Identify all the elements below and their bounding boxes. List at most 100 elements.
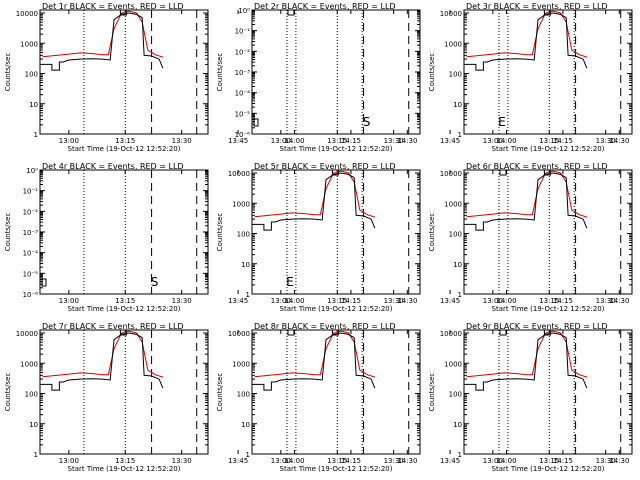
y-axis-label: Counts/sec bbox=[216, 213, 224, 252]
x-tick-label: 13:00 bbox=[59, 297, 79, 305]
y-tick-label: 10 bbox=[29, 101, 38, 109]
chart-title: Det 5r BLACK = Events, RED = LLD bbox=[254, 162, 396, 171]
x-tick-label: 13:30 bbox=[172, 457, 192, 465]
y-tick-label: 1000 bbox=[444, 360, 462, 368]
peak-marker bbox=[543, 169, 551, 176]
x-tick-label: 13:45 bbox=[228, 297, 248, 305]
y-tick-label: 10⁻⁶ bbox=[23, 291, 39, 299]
chart-title: Det 4r BLACK = Events, RED = LLD bbox=[42, 162, 184, 171]
y-tick-label: 100 bbox=[25, 391, 38, 399]
y-tick-label: 10 bbox=[453, 261, 462, 269]
x-tick-label: 13:15 bbox=[115, 457, 135, 465]
chart-title: Det 7r BLACK = Events, RED = LLD bbox=[42, 322, 184, 331]
lld-series-line bbox=[254, 330, 376, 378]
x-axis-label: Start Time (19-Oct-12 12:52:20) bbox=[492, 145, 605, 153]
y-tick-label: 10⁰ bbox=[238, 7, 250, 15]
peak-marker bbox=[331, 329, 339, 336]
end-marker-label: E bbox=[498, 115, 506, 129]
peak-marker bbox=[119, 329, 127, 336]
x-tick-label: 13:30 bbox=[172, 137, 192, 145]
peak-marker bbox=[119, 9, 127, 16]
y-tick-label: 1000 bbox=[232, 360, 250, 368]
plot-frame bbox=[251, 169, 421, 295]
chart-title: Det 8r BLACK = Events, RED = LLD bbox=[254, 322, 396, 331]
events-series-line bbox=[254, 332, 376, 391]
y-tick-label: 100 bbox=[449, 71, 462, 79]
y-tick-label: 10⁻⁵ bbox=[23, 270, 39, 278]
y-tick-label: 10000 bbox=[440, 330, 462, 338]
chart-panel-1: Det 1r BLACK = Events, RED = LLD 13:00 13:… bbox=[4, 2, 417, 153]
x-tick-label: 14:15 bbox=[341, 297, 361, 305]
chart-panel-8: Det 8r BLACK = Events, RED = LLD 13:00 13:… bbox=[216, 322, 629, 473]
x-axis-label: Start Time (19-Oct-12 12:52:20) bbox=[68, 145, 181, 153]
plot-frame bbox=[39, 9, 209, 135]
y-tick-label: 1 bbox=[458, 291, 462, 299]
x-tick-label: 13:00 bbox=[483, 297, 503, 305]
x-tick-label: 14:15 bbox=[553, 297, 573, 305]
chart-title: Det 3r BLACK = Events, RED = LLD bbox=[466, 2, 608, 11]
chart-panel-9: Det 9r BLACK = Events, RED = LLD 13:00 13:… bbox=[428, 322, 633, 473]
x-tick-label: 13:00 bbox=[483, 457, 503, 465]
x-tick-label: 14:30 bbox=[609, 297, 629, 305]
y-tick-label: 10⁻² bbox=[235, 48, 251, 56]
y-tick-label: 10 bbox=[241, 261, 250, 269]
y-tick-label: 10 bbox=[29, 421, 38, 429]
x-tick-label: 14:00 bbox=[496, 137, 516, 145]
lld-series-line bbox=[466, 330, 588, 378]
x-tick-label: 13:45 bbox=[228, 457, 248, 465]
y-axis-label: Counts/sec bbox=[428, 373, 436, 412]
start-marker-label: S bbox=[151, 275, 159, 289]
chart-panel-3: Det 3r BLACK = Events, RED = LLD 13:00 13:… bbox=[428, 2, 633, 153]
x-tick-label: 13:30 bbox=[596, 137, 616, 145]
y-tick-label: 10⁻⁴ bbox=[235, 90, 251, 98]
y-tick-label: 10⁻³ bbox=[235, 69, 251, 77]
y-tick-label: 1 bbox=[34, 131, 38, 139]
y-axis-label: Counts/sec bbox=[4, 373, 12, 412]
y-tick-label: 1 bbox=[34, 451, 38, 459]
x-tick-label: 13:15 bbox=[327, 137, 347, 145]
y-axis-label: Counts/sec bbox=[428, 213, 436, 252]
x-tick-label: 13:00 bbox=[271, 457, 291, 465]
plot-frame bbox=[39, 169, 209, 295]
y-tick-label: 10000 bbox=[440, 170, 462, 178]
y-axis-label: Counts/sec bbox=[216, 53, 224, 92]
y-tick-label: 10⁻⁶ bbox=[235, 131, 251, 139]
x-tick-label: 14:15 bbox=[553, 457, 573, 465]
lld-series-line bbox=[254, 170, 376, 218]
y-tick-label: 10⁻³ bbox=[23, 229, 39, 237]
y-tick-label: 1 bbox=[246, 291, 250, 299]
plot-frame bbox=[39, 329, 209, 455]
left-edge-marker bbox=[41, 278, 47, 287]
plot-frame bbox=[463, 329, 633, 455]
events-series-line bbox=[466, 332, 588, 391]
x-tick-label: 13:15 bbox=[539, 457, 559, 465]
chart-panel-2: Det 2r BLACK = Events, RED = LLD 13:00 13:… bbox=[216, 2, 629, 153]
y-tick-label: 10 bbox=[241, 421, 250, 429]
x-axis-label: Start Time (19-Oct-12 12:52:20) bbox=[280, 465, 393, 473]
x-tick-label: 13:45 bbox=[440, 137, 460, 145]
y-tick-label: 10⁻⁴ bbox=[23, 250, 39, 258]
peak-marker bbox=[331, 169, 339, 176]
x-tick-label: 14:15 bbox=[553, 137, 573, 145]
x-tick-label: 13:15 bbox=[115, 297, 135, 305]
events-series-line bbox=[42, 332, 164, 391]
x-tick-label: 14:00 bbox=[496, 297, 516, 305]
start-marker-label: S bbox=[363, 115, 371, 129]
x-tick-label: 14:00 bbox=[284, 457, 304, 465]
x-tick-label: 14:30 bbox=[397, 457, 417, 465]
y-tick-label: 1000 bbox=[232, 200, 250, 208]
left-edge-marker bbox=[253, 118, 259, 127]
x-tick-label: 14:15 bbox=[341, 457, 361, 465]
chart-panel-7: Det 7r BLACK = Events, RED = LLD 13:00 13:… bbox=[4, 322, 417, 473]
x-tick-label: 14:30 bbox=[609, 457, 629, 465]
chart-title: Det 1r BLACK = Events, RED = LLD bbox=[42, 2, 184, 11]
chart-title: Det 6r BLACK = Events, RED = LLD bbox=[466, 162, 608, 171]
x-axis-label: Start Time (19-Oct-12 12:52:20) bbox=[280, 145, 393, 153]
y-tick-label: 10⁻¹ bbox=[235, 28, 251, 36]
y-tick-label: 10000 bbox=[16, 10, 38, 18]
y-tick-label: 10000 bbox=[228, 170, 250, 178]
chart-title: Det 2r BLACK = Events, RED = LLD bbox=[254, 2, 396, 11]
y-tick-label: 1000 bbox=[20, 40, 38, 48]
y-tick-label: 1 bbox=[458, 131, 462, 139]
events-series-line bbox=[466, 172, 588, 231]
